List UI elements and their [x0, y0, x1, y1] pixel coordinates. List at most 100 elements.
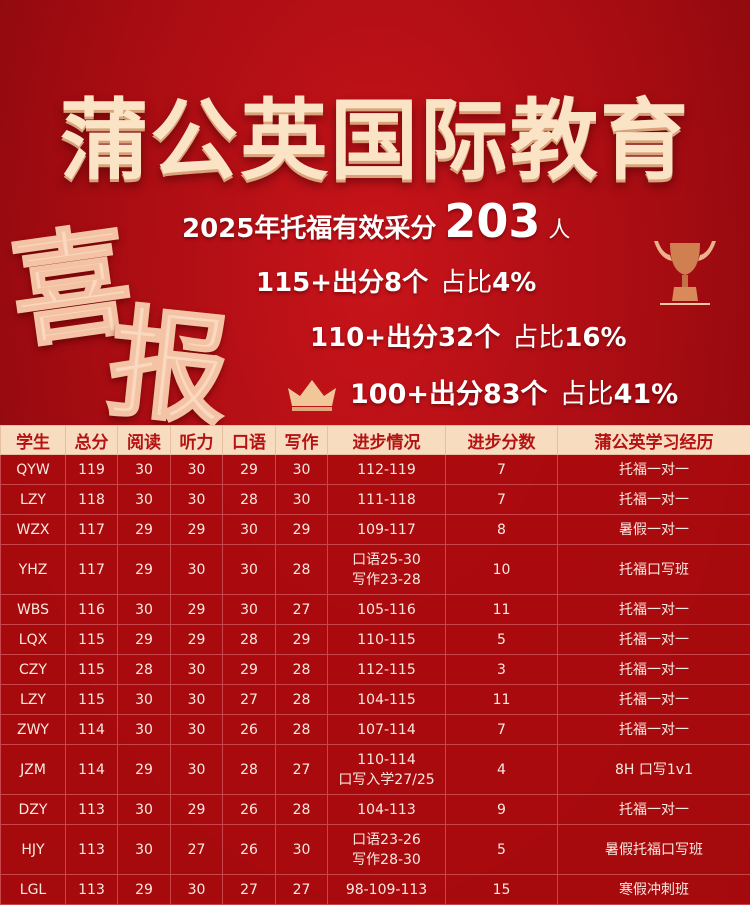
cell-speaking: 29: [223, 455, 276, 485]
crown-icon: [284, 376, 340, 412]
headline-unit: 人: [548, 218, 570, 243]
cell-gain: 7: [446, 715, 558, 745]
cell-listening: 30: [171, 485, 223, 515]
cell-progress: 104-115: [328, 685, 446, 715]
cell-total: 118: [66, 485, 118, 515]
cell-reading: 29: [118, 875, 171, 905]
column-header-speaking: 口语: [223, 426, 276, 455]
progress-line: 107-114: [328, 720, 445, 740]
cell-student: HJY: [1, 825, 66, 875]
progress-line: 口写入学27/25: [328, 770, 445, 790]
stat-pct: 41%: [614, 379, 679, 410]
cell-gain: 11: [446, 685, 558, 715]
cell-progress: 109-117: [328, 515, 446, 545]
cell-total: 113: [66, 825, 118, 875]
stat-pct-prefix: 占比: [440, 268, 492, 298]
cell-course: 托福一对一: [558, 795, 750, 825]
badge-char-bao: 报: [101, 264, 239, 450]
cell-progress: 112-115: [328, 655, 446, 685]
progress-line: 口语25-30: [328, 550, 445, 570]
cell-total: 116: [66, 595, 118, 625]
cell-writing: 28: [276, 655, 328, 685]
cell-total: 115: [66, 655, 118, 685]
trophy-icon: [650, 235, 720, 310]
cell-writing: 30: [276, 485, 328, 515]
cell-reading: 30: [118, 595, 171, 625]
column-header-gain: 进步分数: [446, 426, 558, 455]
cell-speaking: 27: [223, 875, 276, 905]
stat-pct: 16%: [564, 323, 626, 353]
progress-line: 105-116: [328, 600, 445, 620]
progress-line: 112-119: [328, 460, 445, 480]
cell-progress: 104-113: [328, 795, 446, 825]
cell-listening: 30: [171, 745, 223, 795]
cell-reading: 28: [118, 655, 171, 685]
cell-course: 托福一对一: [558, 595, 750, 625]
cell-student: ZWY: [1, 715, 66, 745]
cell-listening: 30: [171, 455, 223, 485]
stat-label: 110+出分32个: [310, 323, 500, 353]
headline-count: 203: [444, 194, 540, 248]
cell-speaking: 30: [223, 515, 276, 545]
cell-writing: 27: [276, 875, 328, 905]
stat-100: 100+出分83个占比41%: [350, 372, 678, 411]
progress-line: 110-114: [328, 750, 445, 770]
cell-course: 托福一对一: [558, 685, 750, 715]
cell-student: QYW: [1, 455, 66, 485]
cell-listening: 30: [171, 545, 223, 595]
cell-listening: 29: [171, 595, 223, 625]
cell-speaking: 27: [223, 685, 276, 715]
progress-line: 写作28-30: [328, 850, 445, 870]
cell-progress: 98-109-113: [328, 875, 446, 905]
cell-speaking: 26: [223, 715, 276, 745]
cell-reading: 30: [118, 825, 171, 875]
cell-speaking: 29: [223, 655, 276, 685]
cell-course: 托福一对一: [558, 455, 750, 485]
cell-gain: 7: [446, 485, 558, 515]
progress-line: 98-109-113: [328, 880, 445, 900]
stat-label: 100+出分83个: [350, 379, 548, 410]
cell-course: 暑假一对一: [558, 515, 750, 545]
column-header-course: 蒲公英学习经历: [558, 426, 750, 455]
column-header-progress: 进步情况: [328, 426, 446, 455]
cell-total: 119: [66, 455, 118, 485]
cell-writing: 27: [276, 595, 328, 625]
stat-pct-prefix: 占比: [512, 323, 564, 353]
cell-total: 114: [66, 715, 118, 745]
stat-110: 110+出分32个占比16%: [310, 317, 627, 354]
cell-listening: 29: [171, 515, 223, 545]
headline-prefix: 2025年托福有效采分: [182, 214, 436, 244]
progress-line: 104-113: [328, 800, 445, 820]
cell-writing: 29: [276, 625, 328, 655]
cell-total: 113: [66, 795, 118, 825]
cell-total: 115: [66, 625, 118, 655]
stat-pct-prefix: 占比: [560, 379, 614, 410]
cell-student: LZY: [1, 485, 66, 515]
cell-gain: 5: [446, 625, 558, 655]
page-title: 蒲公英国际教育: [0, 70, 750, 197]
cell-speaking: 30: [223, 545, 276, 595]
table-header-row: 学生总分阅读听力口语写作进步情况进步分数蒲公英学习经历: [1, 426, 750, 455]
progress-line: 112-115: [328, 660, 445, 680]
cell-student: DZY: [1, 795, 66, 825]
cell-reading: 30: [118, 715, 171, 745]
cell-gain: 8: [446, 515, 558, 545]
cell-writing: 28: [276, 685, 328, 715]
cell-listening: 30: [171, 715, 223, 745]
cell-reading: 30: [118, 455, 171, 485]
cell-total: 113: [66, 875, 118, 905]
cell-speaking: 26: [223, 795, 276, 825]
cell-listening: 30: [171, 875, 223, 905]
cell-speaking: 28: [223, 485, 276, 515]
progress-line: 110-115: [328, 630, 445, 650]
progress-line: 104-115: [328, 690, 445, 710]
cell-writing: 28: [276, 545, 328, 595]
cell-writing: 28: [276, 795, 328, 825]
